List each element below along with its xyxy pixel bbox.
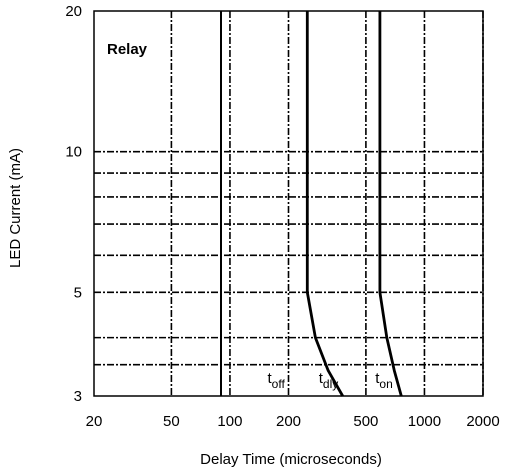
gridlines: [94, 11, 484, 396]
series-label-t-off: toff: [268, 370, 286, 391]
series-labels: toff tdly ton: [268, 370, 393, 391]
x-axis-title: Delay Time (microseconds): [200, 451, 382, 468]
chart-title: Relay: [107, 41, 148, 58]
series-line-t-dly: [305, 11, 344, 397]
y-tick-label: 10: [65, 144, 82, 161]
series-label-t-dly: tdly: [319, 370, 339, 391]
y-tick-labels: 3 5 10 20: [65, 3, 82, 405]
y-axis-title: LED Current (mA): [7, 148, 24, 268]
x-tick-label: 20: [86, 413, 103, 430]
x-tick-label: 500: [353, 413, 378, 430]
x-tick-label: 100: [217, 413, 242, 430]
x-tick-label: 50: [163, 413, 180, 430]
x-tick-label: 2000: [466, 413, 499, 430]
y-tick-label: 20: [65, 3, 82, 20]
plot-area-frame: [93, 10, 484, 397]
x-tick-label: 1000: [408, 413, 441, 430]
y-tick-label: 5: [74, 284, 82, 301]
x-tick-label: 200: [276, 413, 301, 430]
x-tick-labels: 20 50 100 200 500 1000 2000: [86, 413, 500, 430]
data-series: [220, 11, 403, 397]
y-tick-label: 3: [74, 388, 82, 405]
series-line-t-on: [378, 11, 403, 397]
series-label-t-on: ton: [375, 370, 393, 391]
